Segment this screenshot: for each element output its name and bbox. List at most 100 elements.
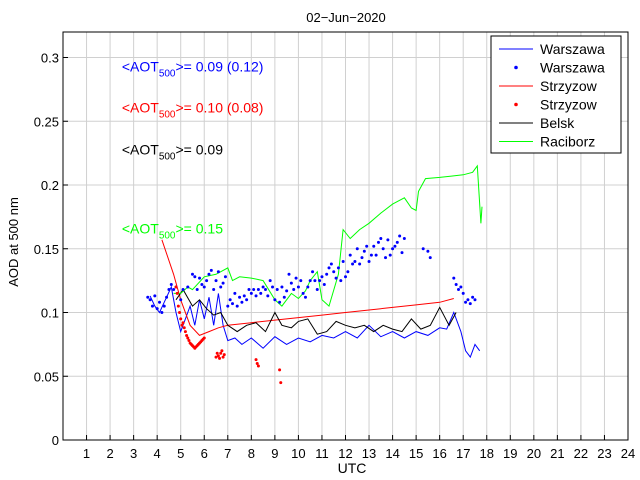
legend-label: Raciborz [540, 134, 595, 150]
data-point-strzyzow [219, 351, 223, 355]
data-point-warszawa [299, 279, 303, 283]
data-point-warszawa [155, 307, 159, 311]
series-line-raciborz [173, 164, 483, 308]
legend-point-swatch [514, 65, 518, 70]
data-point-warszawa [428, 256, 432, 260]
data-point-warszawa [398, 234, 402, 238]
data-point-warszawa [346, 270, 350, 274]
data-point-warszawa [165, 295, 169, 299]
data-point-strzyzow [175, 291, 179, 295]
data-point-warszawa [172, 288, 176, 292]
legend-label: Warszawa [540, 41, 605, 57]
data-point-warszawa [252, 288, 256, 292]
data-point-strzyzow [179, 317, 183, 321]
series-line-warszawa [149, 285, 481, 359]
data-point-warszawa [473, 298, 477, 302]
data-point-warszawa [278, 300, 282, 304]
data-point-warszawa [209, 268, 213, 272]
data-point-warszawa [325, 272, 329, 276]
axes: 1 2 3 4 5 6 7 8 9 10 11 12 13 14 15 16 17 18 19 20 21 22 23 240… [34, 31, 635, 461]
data-point-warszawa [353, 260, 357, 263]
aot-annotation: <AOT500>= 0.09 [122, 141, 223, 162]
y-tick-label: 0.15 [34, 242, 59, 257]
data-point-warszawa [247, 288, 251, 292]
data-point-warszawa [336, 266, 340, 270]
x-tick-label: 20 [527, 446, 541, 461]
x-tick-label: 18 [480, 446, 494, 461]
data-point-warszawa [150, 304, 154, 308]
data-point-warszawa [160, 311, 164, 314]
data-point-warszawa [329, 262, 333, 266]
data-point-strzyzow [255, 362, 259, 365]
data-point-warszawa [271, 285, 275, 289]
data-point-warszawa [190, 272, 194, 276]
data-point-warszawa [384, 256, 388, 260]
data-point-warszawa [263, 288, 267, 292]
data-point-strzyzow [186, 336, 190, 340]
annotation-subscript: 500 [159, 151, 176, 162]
x-tick-label: 12 [338, 446, 352, 461]
data-point-warszawa [457, 288, 460, 292]
data-point-strzyzow [218, 356, 222, 360]
data-point-warszawa [301, 291, 305, 295]
annotation-prefix: <AOT [122, 59, 159, 75]
x-tick-label: 4 [154, 446, 161, 461]
data-point-warszawa [332, 270, 336, 274]
data-point-strzyzow [185, 333, 189, 337]
data-point-warszawa [402, 237, 406, 241]
annotations: <AOT500>= 0.09 (0.12)<AOT500>= 0.10 (0.0… [122, 59, 264, 242]
data-point-warszawa [400, 251, 404, 255]
data-point-warszawa [386, 238, 390, 242]
data-point-warszawa [259, 291, 263, 295]
data-point-warszawa [381, 247, 385, 251]
data-point-strzyzow [183, 330, 187, 334]
data-point-warszawa [464, 300, 468, 304]
y-tick-label: 0.3 [41, 51, 59, 66]
x-tick-label: 11 [315, 446, 329, 461]
legend-label: Strzyzow [540, 97, 598, 113]
annotation-value: >= 0.09 [176, 141, 224, 157]
y-tick-label: 0.25 [34, 114, 59, 129]
data-point-warszawa [313, 279, 317, 283]
data-point-warszawa [268, 279, 272, 283]
data-point-warszawa [454, 282, 458, 286]
data-point-warszawa [228, 298, 232, 302]
data-point-warszawa [303, 295, 307, 299]
data-point-warszawa [223, 275, 227, 279]
data-point-warszawa [216, 270, 220, 274]
data-point-warszawa [334, 276, 338, 280]
y-tick-label: 0 [52, 433, 59, 448]
x-tick-label: 5 [177, 446, 184, 461]
aot-annotation: <AOT500>= 0.10 (0.08) [122, 99, 264, 120]
data-point-strzyzow [215, 351, 219, 355]
data-point-warszawa [320, 275, 324, 279]
data-point-warszawa [348, 253, 352, 257]
data-point-warszawa [339, 279, 343, 283]
data-point-warszawa [459, 285, 463, 289]
x-tick-label: 22 [574, 446, 588, 461]
data-point-warszawa [231, 302, 234, 306]
data-point-warszawa [148, 298, 152, 302]
data-point-warszawa [421, 247, 425, 251]
data-point-warszawa [200, 282, 204, 286]
data-point-warszawa [379, 237, 383, 241]
data-point-warszawa [391, 247, 395, 251]
data-point-strzyzow [181, 321, 185, 325]
data-point-warszawa [468, 302, 472, 306]
annotation-prefix: <AOT [122, 141, 159, 157]
data-point-warszawa [315, 288, 319, 292]
y-tick-label: 0.05 [34, 369, 59, 384]
data-point-warszawa [266, 294, 270, 298]
data-point-warszawa [372, 244, 376, 248]
x-tick-label: 14 [385, 446, 399, 461]
data-point-warszawa [362, 249, 366, 253]
x-tick-label: 24 [621, 446, 635, 461]
data-point-warszawa [254, 294, 258, 298]
data-point-warszawa [212, 288, 216, 292]
data-point-warszawa [282, 295, 286, 299]
data-point-warszawa [369, 253, 373, 257]
data-point-warszawa [452, 276, 456, 280]
data-point-warszawa [240, 300, 244, 304]
data-point-strzyzow [214, 355, 218, 359]
data-point-warszawa [351, 262, 355, 266]
